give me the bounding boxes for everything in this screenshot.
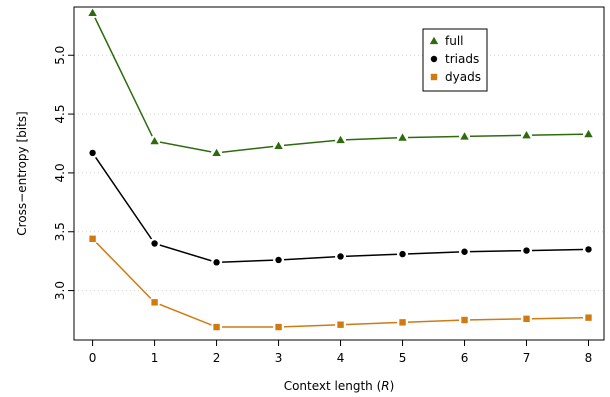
y-tick-label: 3.0 [53, 281, 67, 300]
data-point-full [212, 148, 221, 157]
legend-label-dyads: dyads [445, 70, 481, 84]
legend-label-full: full [445, 34, 464, 48]
data-point-dyads [151, 299, 158, 306]
data-point-full [398, 133, 407, 141]
x-tick-label: 4 [337, 351, 345, 365]
data-point-dyads [213, 323, 220, 331]
x-axis: 0 1 2 3 4 5 6 7 8 [89, 340, 593, 365]
x-tick-label: 1 [151, 351, 159, 365]
x-axis-title: Context length (R) [284, 379, 395, 393]
legend-label-triads: triads [445, 52, 479, 66]
legend-marker-triads [430, 55, 438, 63]
grid-layer [74, 54, 604, 292]
data-point-full [584, 129, 593, 138]
data-point-dyads [337, 321, 344, 328]
y-axis: 3.0 3.5 4.0 4.5 5.0 [53, 46, 74, 300]
y-tick-label: 4.5 [53, 105, 67, 124]
y-axis-title: Cross−entropy [bits] [15, 111, 29, 235]
series-full [87, 7, 595, 159]
legend: full triads dyads [422, 28, 488, 92]
data-point-triads [89, 149, 96, 157]
data-point-dyads [461, 316, 468, 324]
x-tick-label: 3 [275, 351, 283, 365]
x-tick-label: 5 [399, 351, 407, 365]
data-point-triads [523, 247, 530, 254]
data-point-dyads [399, 319, 406, 326]
data-point-full [336, 135, 345, 144]
data-point-full [150, 136, 159, 145]
x-tick-label: 2 [213, 351, 221, 365]
series-line-triads [91, 152, 589, 264]
data-point-triads [461, 248, 468, 255]
data-point-dyads [275, 323, 282, 331]
data-point-full [522, 131, 531, 139]
data-point-dyads [89, 235, 96, 243]
series-triads [87, 147, 595, 268]
y-tick-label: 5.0 [53, 46, 67, 65]
x-tick-label: 7 [523, 351, 531, 365]
data-point-triads [399, 250, 406, 258]
data-point-triads [151, 240, 158, 247]
series-layer [87, 7, 595, 333]
x-axis-title-prefix: Context length ( [284, 379, 382, 393]
data-point-dyads [523, 315, 530, 323]
data-point-triads [585, 246, 592, 253]
x-tick-label: 0 [89, 351, 97, 365]
y-tick-label: 3.5 [53, 222, 67, 241]
x-axis-title-variable: R [381, 379, 389, 393]
legend-marker-dyads [430, 73, 438, 81]
legend-marker-full [429, 36, 439, 45]
data-point-triads [213, 259, 220, 266]
data-point-triads [275, 256, 282, 264]
x-axis-title-suffix: ) [390, 379, 395, 393]
plot-frame [73, 6, 605, 341]
data-point-full [274, 141, 283, 149]
data-point-full [460, 132, 469, 140]
x-tick-label: 8 [585, 351, 593, 365]
series-dyads [87, 233, 595, 333]
data-point-full [88, 8, 97, 17]
x-tick-label: 6 [461, 351, 469, 365]
data-point-triads [337, 253, 344, 260]
y-tick-label: 4.0 [53, 163, 67, 182]
data-point-dyads [585, 314, 592, 321]
series-line-full [91, 12, 589, 154]
